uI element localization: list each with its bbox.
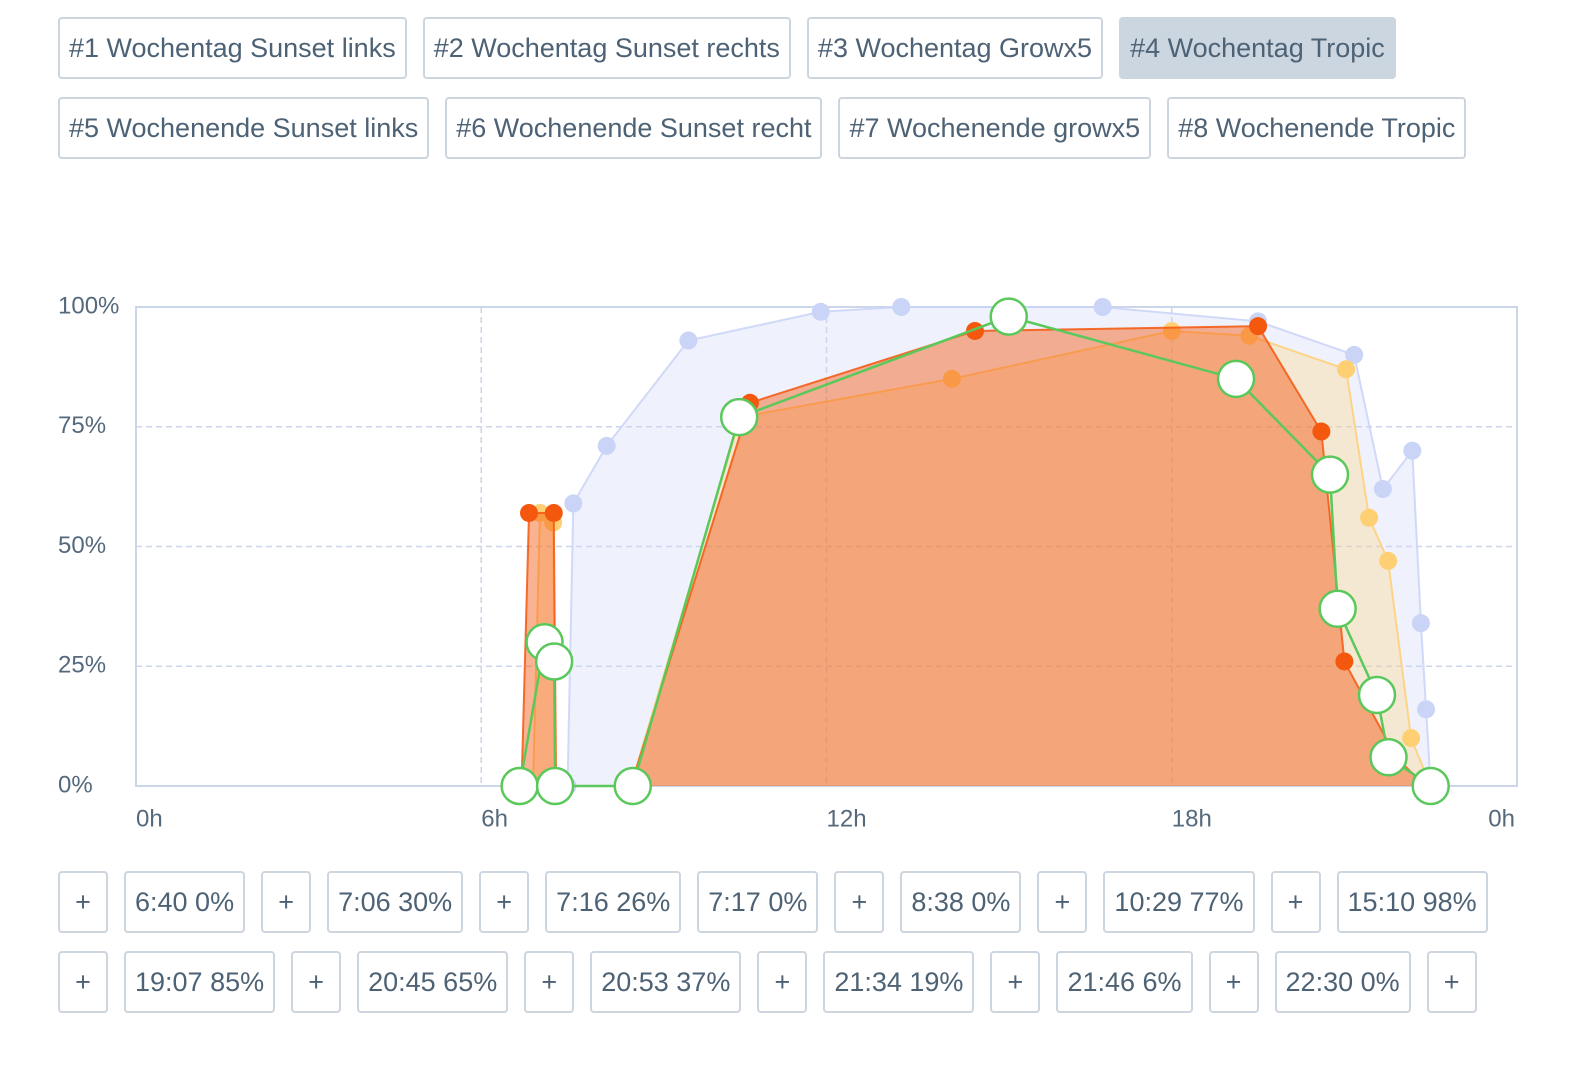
point bbox=[1357, 675, 1397, 715]
x-tick-label: 12h bbox=[827, 805, 867, 832]
point bbox=[1373, 480, 1392, 499]
point bbox=[1335, 652, 1354, 671]
tab[interactable]: #8 Wochenende Tropic bbox=[1167, 97, 1467, 159]
point bbox=[1360, 508, 1379, 527]
point-button[interactable]: 10:29 77% bbox=[1103, 871, 1255, 933]
point bbox=[1093, 298, 1112, 316]
point bbox=[1417, 700, 1436, 719]
point-button[interactable]: + bbox=[291, 951, 342, 1013]
series-area bbox=[567, 307, 1431, 786]
point bbox=[942, 369, 961, 388]
point bbox=[535, 766, 575, 806]
point-button[interactable]: 15:10 98% bbox=[1336, 871, 1488, 933]
tab[interactable]: #6 Wochenende Sunset recht bbox=[445, 97, 823, 159]
y-tick-label: 50% bbox=[58, 532, 106, 559]
point bbox=[1216, 359, 1256, 399]
chart: 0% 25% 50% 75% 100% 0h 6h 12h 18h 0h bbox=[58, 292, 1518, 832]
series-line bbox=[566, 306, 1432, 787]
point bbox=[1345, 345, 1364, 364]
point-button[interactable]: + bbox=[1208, 951, 1259, 1013]
x-tick-label: 0h bbox=[136, 805, 163, 832]
tab[interactable]: #7 Wochenende growx5 bbox=[838, 97, 1152, 159]
point-button[interactable]: + bbox=[990, 951, 1041, 1013]
y-tick-label: 0% bbox=[58, 771, 93, 798]
tab[interactable]: #4 Wochentag Tropic bbox=[1119, 17, 1396, 79]
tab[interactable]: #3 Wochentag Growx5 bbox=[806, 17, 1104, 79]
point-button[interactable]: 7:17 0% bbox=[697, 871, 819, 933]
point-button[interactable]: + bbox=[1426, 951, 1477, 1013]
x-tick-label: 0h bbox=[1488, 805, 1515, 832]
point-button[interactable]: + bbox=[58, 871, 108, 933]
point-button[interactable]: + bbox=[834, 871, 885, 933]
point-button[interactable]: 21:46 6% bbox=[1056, 951, 1193, 1013]
point-button[interactable]: 20:53 37% bbox=[590, 951, 742, 1013]
tab-bar: #1 Wochentag Sunset links #2 Wochentag Su… bbox=[58, 17, 1548, 159]
point-button[interactable]: 22:30 0% bbox=[1274, 951, 1411, 1013]
point bbox=[1337, 360, 1356, 379]
point-editor: +6:40 0% +7:06 30% +7:16 26% 7:17 0% +8:38 0… bbox=[58, 871, 1518, 1013]
y-tick-label: 75% bbox=[58, 412, 106, 439]
point bbox=[1162, 321, 1181, 340]
point bbox=[1369, 738, 1408, 777]
point-button[interactable]: 19:07 85% bbox=[124, 951, 276, 1013]
point-button[interactable]: 6:40 0% bbox=[124, 871, 246, 933]
point bbox=[564, 494, 583, 513]
point bbox=[811, 302, 830, 321]
point-button[interactable]: 8:38 0% bbox=[900, 871, 1022, 933]
point bbox=[1411, 766, 1450, 806]
point bbox=[892, 298, 911, 316]
point-button[interactable]: + bbox=[757, 951, 808, 1013]
point bbox=[1379, 551, 1398, 570]
series-area bbox=[533, 330, 1431, 786]
y-tick-label: 100% bbox=[58, 292, 119, 319]
point-button[interactable]: + bbox=[524, 951, 575, 1013]
point-button[interactable]: + bbox=[1270, 871, 1321, 933]
point bbox=[544, 503, 563, 522]
point bbox=[1310, 455, 1350, 494]
point bbox=[679, 331, 698, 350]
point bbox=[719, 397, 759, 437]
point bbox=[500, 766, 539, 806]
point-button[interactable]: 20:45 65% bbox=[357, 951, 509, 1013]
tab[interactable]: #1 Wochentag Sunset links bbox=[58, 17, 407, 79]
tab[interactable]: #2 Wochentag Sunset rechts bbox=[422, 17, 791, 79]
point-button[interactable]: + bbox=[1037, 871, 1088, 933]
point bbox=[520, 503, 539, 522]
point bbox=[1403, 441, 1422, 460]
point bbox=[534, 642, 574, 681]
tab[interactable]: #5 Wochenende Sunset links bbox=[58, 97, 430, 159]
x-tick-label: 18h bbox=[1172, 805, 1212, 832]
point-button[interactable]: 7:06 30% bbox=[327, 871, 464, 933]
point-button[interactable]: + bbox=[479, 871, 530, 933]
point-button[interactable]: 7:16 26% bbox=[545, 871, 682, 933]
x-tick-label: 6h bbox=[481, 805, 508, 832]
point bbox=[1402, 729, 1421, 748]
point bbox=[1249, 317, 1268, 336]
series-area bbox=[521, 326, 1425, 786]
point bbox=[597, 436, 616, 455]
y-tick-label: 25% bbox=[58, 652, 106, 679]
point bbox=[1411, 614, 1430, 633]
point bbox=[1312, 422, 1331, 441]
point bbox=[989, 297, 1028, 336]
point-button[interactable]: + bbox=[261, 871, 312, 933]
point bbox=[1318, 589, 1357, 629]
point-button[interactable]: + bbox=[58, 951, 108, 1013]
point bbox=[613, 766, 653, 806]
point-button[interactable]: 21:34 19% bbox=[823, 951, 975, 1013]
